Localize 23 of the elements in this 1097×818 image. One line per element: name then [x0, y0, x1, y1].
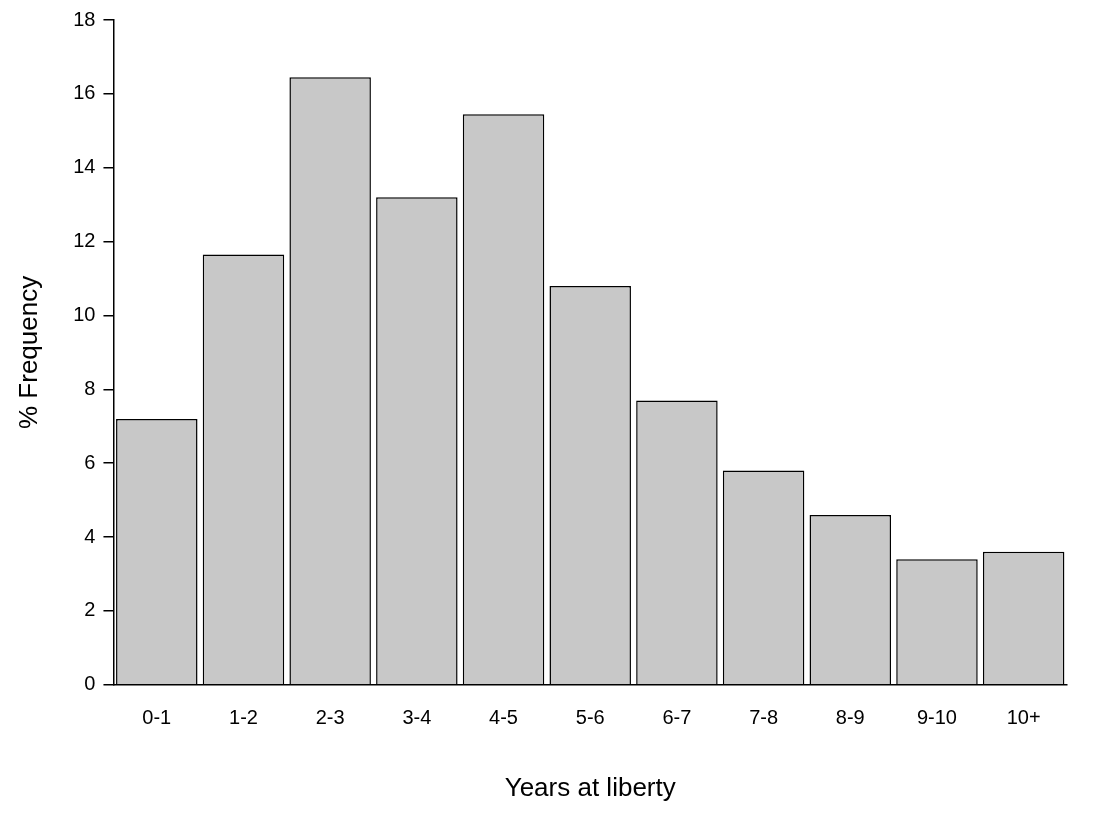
x-tick-label: 3-4: [402, 706, 432, 729]
x-tick-label: 7-8: [749, 706, 779, 729]
y-tick-label: 18: [73, 7, 96, 30]
x-tick-label: 5-6: [575, 706, 605, 729]
y-tick-label: 4: [84, 524, 96, 547]
x-tick-label: 4-5: [489, 706, 518, 729]
x-tick-label: 9-10: [916, 706, 957, 729]
x-tick-label: 2-3: [315, 706, 345, 729]
y-tick-label: 16: [73, 81, 96, 104]
y-tick-label: 12: [73, 229, 96, 252]
x-axis-title: Years at liberty: [504, 771, 676, 802]
y-tick-label: 8: [84, 376, 96, 399]
x-tick-label: 8-9: [835, 706, 865, 729]
y-axis-title: % Frequency: [12, 275, 43, 429]
y-tick-label: 0: [84, 672, 96, 695]
x-tick-label: 6-7: [662, 706, 692, 729]
y-tick-label: 14: [73, 155, 96, 178]
y-tick-label: 6: [84, 450, 96, 473]
x-tick-label: 0-1: [142, 706, 172, 729]
y-tick-label: 10: [73, 302, 96, 325]
x-tick-label: 10+: [1006, 706, 1041, 729]
y-tick-label: 2: [84, 598, 96, 621]
x-tick-label: 1-2: [229, 706, 258, 729]
